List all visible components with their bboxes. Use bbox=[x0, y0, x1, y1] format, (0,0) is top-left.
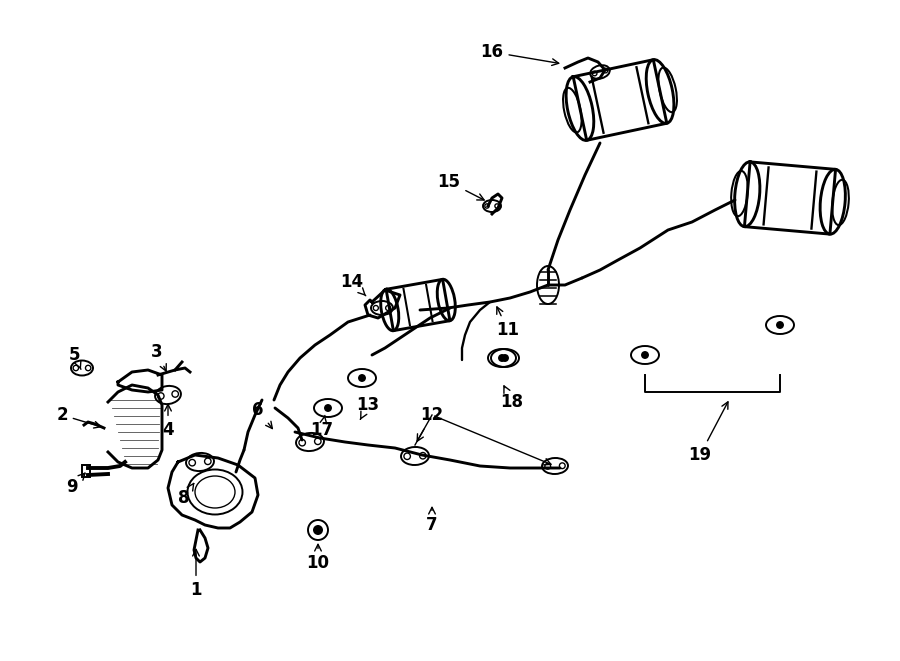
Text: 8: 8 bbox=[178, 483, 194, 507]
Text: 18: 18 bbox=[500, 386, 524, 411]
Text: 17: 17 bbox=[310, 416, 334, 439]
Circle shape bbox=[501, 354, 509, 362]
Text: 12: 12 bbox=[417, 406, 444, 442]
Text: 1: 1 bbox=[190, 549, 202, 599]
Text: 16: 16 bbox=[481, 43, 559, 65]
Text: 5: 5 bbox=[69, 346, 81, 369]
Circle shape bbox=[641, 351, 649, 359]
Text: 6: 6 bbox=[252, 401, 273, 428]
Text: 19: 19 bbox=[688, 402, 728, 464]
Circle shape bbox=[776, 321, 784, 329]
Text: 11: 11 bbox=[497, 307, 519, 339]
Text: 14: 14 bbox=[340, 273, 365, 295]
Circle shape bbox=[324, 404, 332, 412]
Text: 7: 7 bbox=[427, 508, 437, 534]
Text: 3: 3 bbox=[151, 343, 166, 371]
Circle shape bbox=[498, 354, 506, 362]
Circle shape bbox=[313, 525, 323, 535]
Text: 9: 9 bbox=[67, 473, 85, 496]
Circle shape bbox=[358, 374, 366, 382]
Text: 4: 4 bbox=[162, 405, 174, 439]
Text: 2: 2 bbox=[56, 406, 101, 428]
Bar bbox=[82, 465, 90, 477]
Text: 15: 15 bbox=[437, 173, 484, 200]
Text: 13: 13 bbox=[356, 396, 380, 419]
Text: 10: 10 bbox=[307, 544, 329, 572]
